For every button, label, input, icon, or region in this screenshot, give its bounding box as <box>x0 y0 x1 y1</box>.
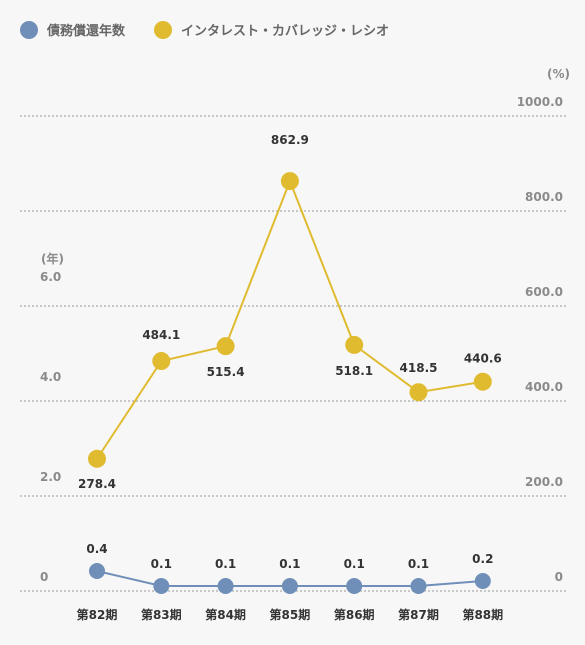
debt-years-data-point <box>410 578 427 594</box>
series-lines <box>96 178 483 587</box>
category-label: 第86期 <box>334 607 375 622</box>
icr-data-label: 278.4 <box>78 477 116 491</box>
icr-data-label: 862.9 <box>271 133 309 147</box>
debt-years-data-point <box>281 578 298 594</box>
icr-data-point <box>345 335 364 354</box>
debt-years-data-label: 0.1 <box>408 557 429 571</box>
axis-ticks: 0 200.0 400.0 600.0 800.0 1000.0 0 2.0 4.0 6.0 <box>40 95 563 584</box>
category-label: 第88期 <box>462 607 503 622</box>
icr-data-point <box>216 337 235 356</box>
icr-data-point <box>473 372 492 391</box>
debt-years-data-label: 0.2 <box>472 552 493 566</box>
icr-data-point <box>152 352 171 371</box>
debt-years-data-label: 0.1 <box>279 557 300 571</box>
left-axis-tick-label: 2.0 <box>40 470 61 484</box>
debt-years-data-label: 0.1 <box>151 557 172 571</box>
left-axis-tick-label: 0 <box>40 570 48 584</box>
debt-years-data-point <box>346 578 363 594</box>
debt-years-data-label: 0.4 <box>86 542 107 556</box>
debt-years-data-point <box>89 563 105 579</box>
legend: 債務償還年数 インタレスト・カバレッジ・レシオ <box>20 21 389 39</box>
legend-marker-interest-coverage-ratio <box>154 21 172 39</box>
left-axis-unit: (年) <box>41 251 64 266</box>
left-axis-tick-label: 6.0 <box>40 270 61 284</box>
right-axis-tick-label: 1000.0 <box>517 95 563 109</box>
debt-years-data-label: 0.1 <box>215 557 236 571</box>
icr-data-label: 484.1 <box>142 328 180 342</box>
data-labels: 0.4 0.1 0.1 0.1 0.1 0.1 0.2 278.4 484.1 515.4 862.… <box>78 133 502 571</box>
right-axis-unit: (%) <box>547 67 570 81</box>
category-label: 第84期 <box>205 607 246 622</box>
legend-marker-debt-repayment-years <box>20 21 38 39</box>
icr-data-point <box>88 449 106 468</box>
icr-series-line <box>96 178 483 460</box>
right-axis-tick-label: 200.0 <box>525 475 563 489</box>
debt-years-data-point <box>153 578 170 594</box>
icr-data-point <box>280 172 299 191</box>
debt-years-data-point <box>474 573 491 589</box>
left-axis-tick-label: 4.0 <box>40 370 61 384</box>
right-axis-tick-label: 400.0 <box>525 380 563 394</box>
icr-data-label: 440.6 <box>464 352 502 366</box>
debt-years-data-label: 0.1 <box>344 557 365 571</box>
legend-label-debt-repayment-years: 債務償還年数 <box>46 23 126 39</box>
category-label: 第82期 <box>77 607 118 622</box>
series-points <box>88 172 492 594</box>
category-label: 第83期 <box>141 607 182 622</box>
icr-data-point <box>409 383 428 402</box>
right-axis-tick-label: 800.0 <box>525 190 563 204</box>
category-labels: 第82期 第83期 第84期 第85期 第86期 第87期 第88期 <box>77 607 504 622</box>
icr-data-label: 418.5 <box>400 361 438 375</box>
right-axis-tick-label: 600.0 <box>525 285 563 299</box>
category-label: 第87期 <box>398 607 439 622</box>
icr-data-label: 515.4 <box>207 365 245 379</box>
icr-data-label: 518.1 <box>335 364 373 378</box>
category-label: 第85期 <box>270 607 311 622</box>
debt-years-data-point <box>217 578 234 594</box>
legend-label-interest-coverage-ratio: インタレスト・カバレッジ・レシオ <box>181 24 389 39</box>
right-axis-tick-label: 0 <box>555 570 563 584</box>
